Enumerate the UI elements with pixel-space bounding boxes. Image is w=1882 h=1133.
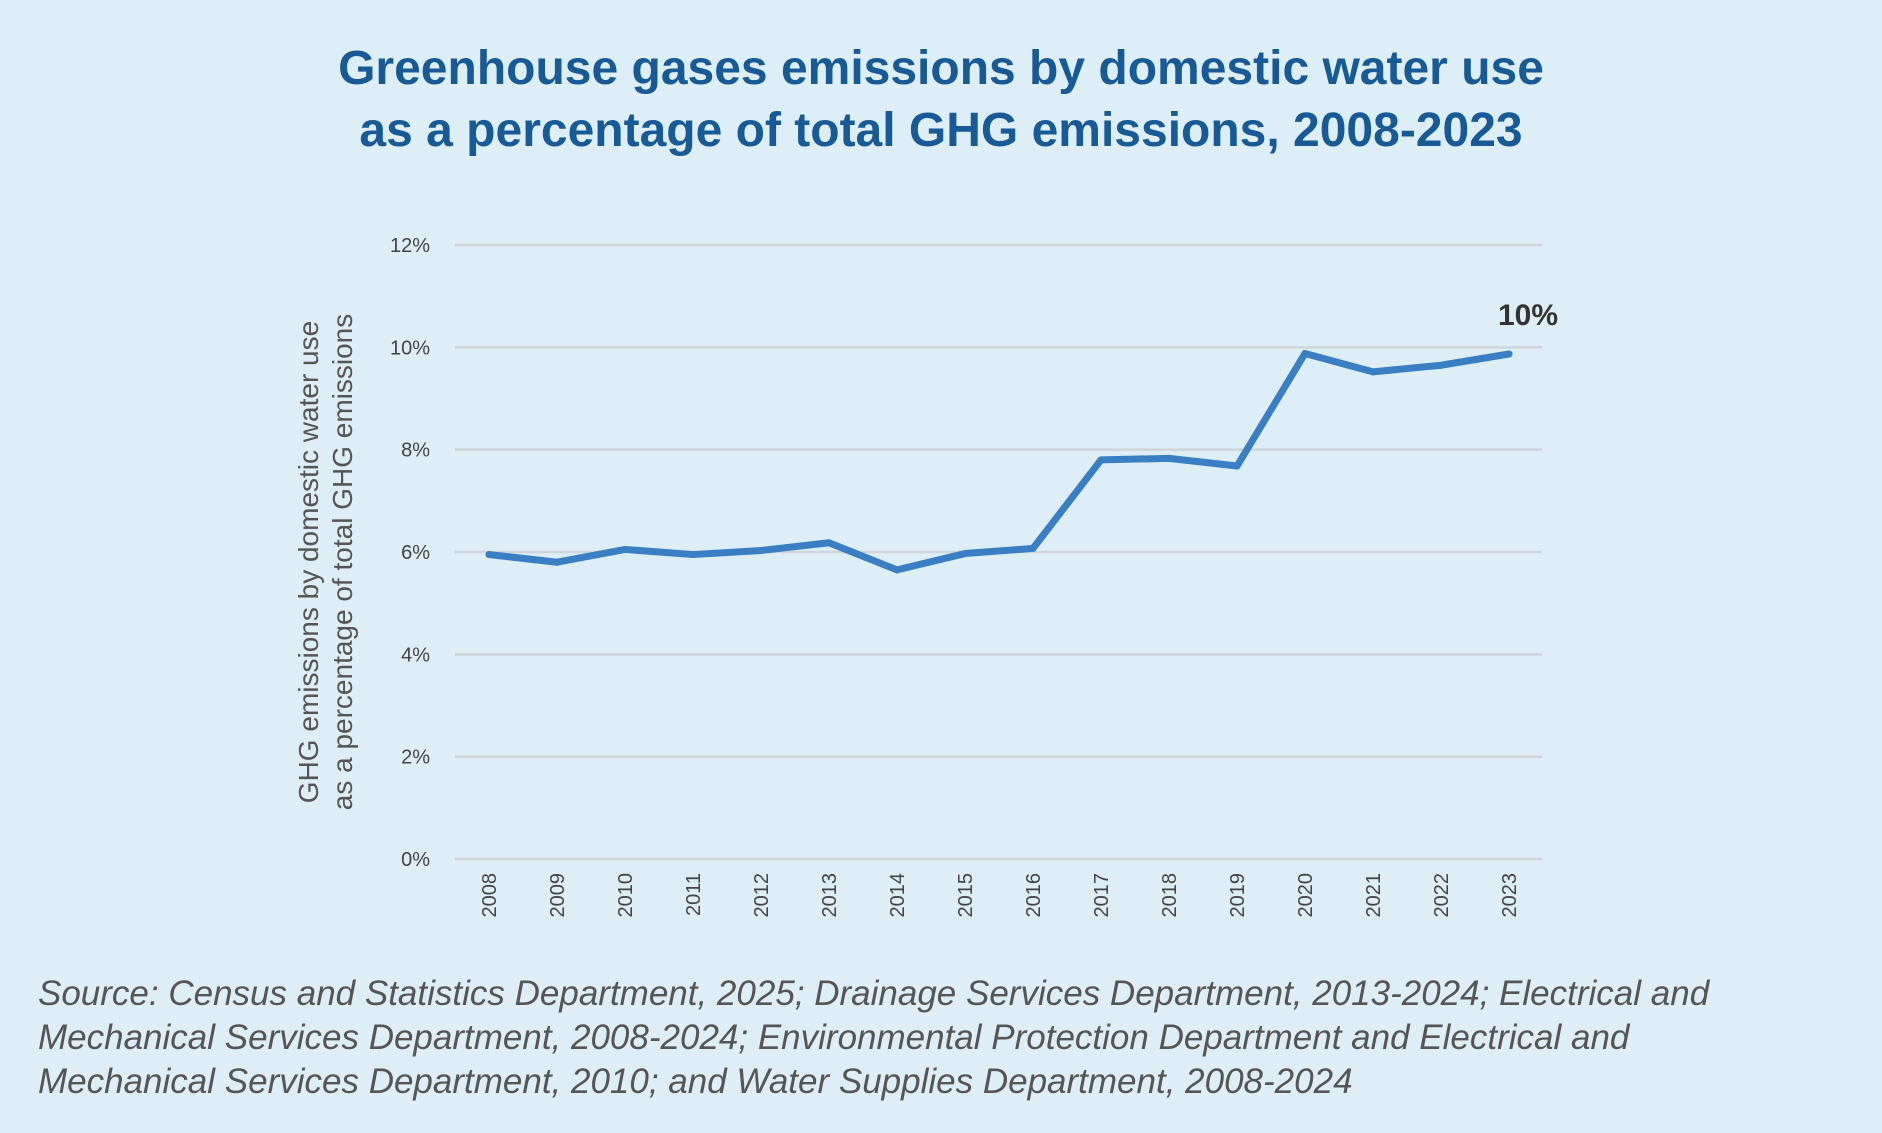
y-tick-label: 12% (390, 235, 430, 257)
data-point (1437, 361, 1445, 369)
x-tick-label: 2012 (751, 873, 773, 918)
chart-title-line-2: as a percentage of total GHG emissions, … (359, 104, 1523, 157)
data-point (553, 558, 561, 566)
data-point (1233, 462, 1241, 470)
y-tick-label: 4% (401, 644, 430, 666)
annotations: 10% (1498, 299, 1558, 332)
x-tick-label: 2016 (1023, 873, 1045, 918)
series-line (485, 349, 1513, 574)
data-point (961, 550, 969, 558)
x-tick-label: 2009 (547, 873, 569, 918)
y-tick-label: 10% (390, 337, 430, 359)
y-axis-ticks: 0% 2% 4% 6% 8% 10% 12% (390, 235, 430, 871)
source-note: Source: Census and Statistics Department… (38, 972, 1858, 1104)
data-point (689, 551, 697, 559)
data-point (1165, 454, 1173, 462)
x-tick-label: 2019 (1227, 873, 1249, 918)
data-point (1369, 368, 1377, 376)
source-line-2: Mechanical Services Department, 2008-202… (38, 1018, 1630, 1057)
y-axis-label: GHG emissions by domestic water use as a … (293, 314, 358, 810)
x-tick-label: 2014 (887, 873, 909, 918)
data-point (893, 566, 901, 574)
data-point (757, 546, 765, 554)
x-tick-label: 2020 (1295, 873, 1317, 918)
x-tick-label: 2022 (1431, 873, 1453, 918)
data-point (621, 545, 629, 553)
data-point (1029, 544, 1037, 552)
source-line-3: Mechanical Services Department, 2010; an… (38, 1062, 1353, 1101)
source-line-1: Source: Census and Statistics Department… (38, 974, 1710, 1013)
x-tick-label: 2015 (955, 873, 977, 918)
data-point (1097, 456, 1105, 464)
x-tick-label: 2011 (683, 873, 705, 916)
data-point (1301, 349, 1309, 357)
x-tick-label: 2013 (819, 873, 841, 918)
x-axis-ticks: 2008 2009 2010 2011 2012 2013 2014 2015 2016 2017… (479, 873, 1521, 918)
x-tick-label: 2021 (1363, 873, 1385, 918)
y-tick-label: 6% (401, 542, 430, 564)
x-tick-label: 2010 (615, 873, 637, 918)
data-label: 10% (1498, 299, 1558, 332)
x-tick-label: 2018 (1159, 873, 1181, 918)
x-tick-label: 2017 (1091, 873, 1113, 918)
data-point (825, 539, 833, 547)
data-point (1505, 350, 1513, 358)
line-chart: 0% 2% 4% 6% 8% 10% 12% 2008 2009 2010 2011 2012 201… (293, 235, 1558, 918)
x-tick-label: 2023 (1499, 873, 1521, 918)
gridlines (455, 243, 1542, 861)
y-tick-label: 2% (401, 747, 430, 769)
data-point (485, 551, 493, 559)
chart-title-line-1: Greenhouse gases emissions by domestic w… (338, 42, 1544, 95)
y-tick-label: 0% (401, 849, 430, 871)
x-tick-label: 2008 (479, 873, 501, 918)
y-axis-label-line: as a percentage of total GHG emissions (327, 314, 358, 810)
y-axis-label-line: GHG emissions by domestic water use (293, 321, 324, 803)
series-group (485, 349, 1513, 574)
y-tick-label: 8% (401, 440, 430, 462)
chart-title: Greenhouse gases emissions by domestic w… (0, 38, 1882, 162)
